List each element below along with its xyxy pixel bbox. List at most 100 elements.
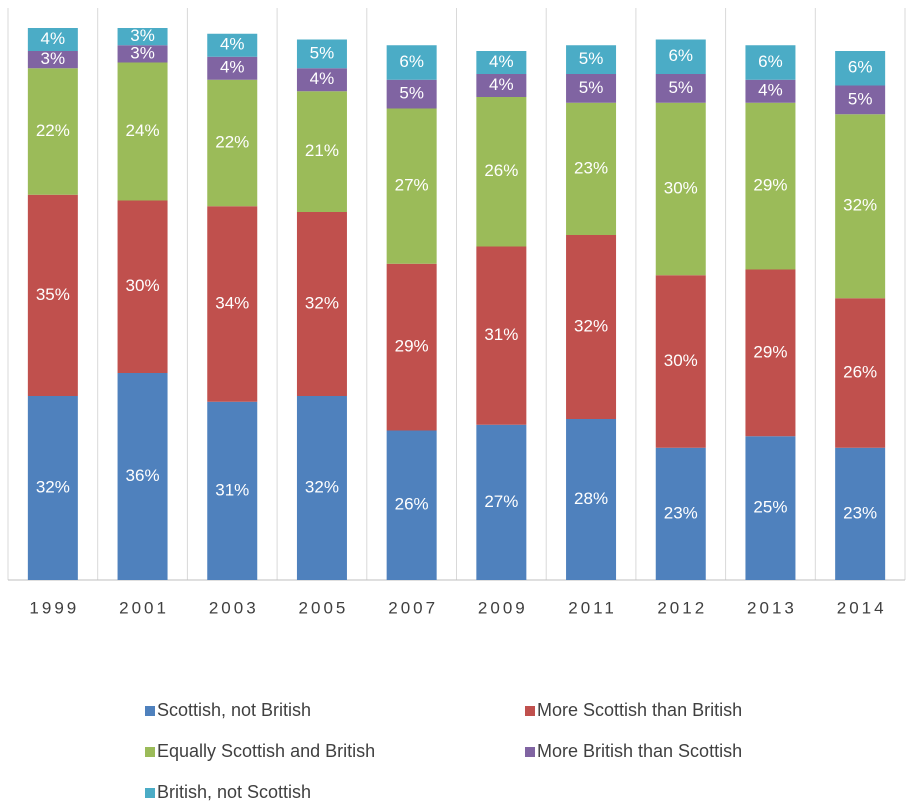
bar-segment (566, 102, 617, 235)
legend-swatch (145, 706, 155, 716)
bar-segment (745, 102, 796, 270)
legend-label: British, not Scottish (157, 782, 311, 802)
data-label: 32% (574, 316, 608, 335)
data-label: 32% (843, 196, 877, 215)
bar-segment (566, 74, 617, 103)
data-label: 22% (36, 121, 70, 140)
bar-segment (835, 298, 886, 448)
bar-segment (296, 212, 347, 396)
x-tick-label: 2013 (747, 598, 797, 617)
bar-segment (296, 39, 347, 69)
bar-segment (207, 206, 258, 402)
legend-swatch (145, 788, 155, 798)
data-label: 4% (489, 52, 514, 71)
legend-label: More Scottish than British (537, 700, 742, 720)
data-label: 30% (664, 351, 698, 370)
bar-segment (745, 79, 796, 103)
bar-segment (386, 45, 437, 80)
bar-segment (27, 51, 78, 69)
bar-segment (27, 396, 78, 580)
bar-segment (476, 51, 527, 74)
bar-segment (27, 68, 78, 195)
data-label: 28% (574, 489, 608, 508)
bar-segment (476, 424, 527, 580)
bar-segment (655, 39, 706, 74)
bar-segment (835, 447, 886, 580)
data-label: 5% (848, 89, 873, 108)
data-label: 6% (668, 46, 693, 65)
data-label: 23% (843, 503, 877, 522)
bar-segment (835, 114, 886, 299)
data-label: 34% (215, 293, 249, 312)
data-label: 26% (395, 495, 429, 514)
x-tick-label: 2005 (299, 598, 349, 617)
data-label: 23% (574, 158, 608, 177)
x-tick-label: 2009 (478, 598, 528, 617)
bar-segment (296, 68, 347, 92)
bar-segment (476, 246, 527, 425)
data-label: 5% (399, 84, 424, 103)
legend-swatch (525, 747, 535, 757)
bar-segment (296, 396, 347, 580)
bar-segment (117, 28, 168, 46)
bar-segment (207, 56, 258, 80)
bar-segment (476, 97, 527, 247)
bar-segment (296, 91, 347, 212)
data-label: 26% (484, 161, 518, 180)
data-label: 26% (843, 362, 877, 381)
bar-segment (566, 235, 617, 419)
legend-label: Equally Scottish and British (157, 741, 375, 761)
data-label: 6% (848, 58, 873, 77)
bar-segment (476, 74, 527, 97)
bar-segment (117, 200, 168, 373)
bar-segment (117, 62, 168, 201)
x-tick-label: 2014 (837, 598, 887, 617)
bar-segment (27, 194, 78, 396)
bar-segment (745, 269, 796, 437)
data-label: 3% (130, 43, 155, 62)
data-label: 29% (395, 337, 429, 356)
data-label: 27% (395, 176, 429, 195)
data-label: 23% (664, 503, 698, 522)
data-label: 31% (215, 480, 249, 499)
data-label: 5% (668, 78, 693, 97)
bar-segment (386, 430, 437, 580)
legend-swatch (145, 747, 155, 757)
bar-segment (745, 436, 796, 580)
data-label: 24% (126, 121, 160, 140)
x-tick-label: 2011 (568, 598, 617, 617)
data-label: 6% (758, 52, 783, 71)
bar-segment (386, 79, 437, 109)
data-label: 32% (305, 477, 339, 496)
bar-segment (835, 85, 886, 115)
data-label: 5% (310, 43, 335, 62)
data-label: 22% (215, 132, 249, 151)
data-label: 4% (41, 29, 66, 48)
bar-segment (566, 45, 617, 74)
x-tick-label: 2003 (209, 598, 259, 617)
bar-segment (655, 102, 706, 276)
bar-segment (117, 373, 168, 580)
data-label: 29% (753, 176, 787, 195)
bar-segment (386, 263, 437, 431)
bar-segment (835, 51, 886, 86)
data-label: 4% (489, 75, 514, 94)
bar-segment (566, 419, 617, 580)
bar-segment (207, 401, 258, 580)
data-label: 30% (664, 178, 698, 197)
data-label: 36% (126, 466, 160, 485)
bar-segment (386, 108, 437, 264)
legend-label: Scottish, not British (157, 700, 311, 720)
data-label: 5% (579, 78, 604, 97)
bar-segment (655, 447, 706, 580)
data-label: 5% (579, 49, 604, 68)
data-label: 4% (758, 81, 783, 100)
data-label: 21% (305, 141, 339, 160)
bar-segment (27, 28, 78, 51)
data-label: 32% (36, 477, 70, 496)
data-label: 3% (41, 49, 66, 68)
x-tick-label: 1999 (29, 598, 79, 617)
bar-segment (117, 45, 168, 63)
bar-segment (207, 33, 258, 57)
data-label: 3% (130, 26, 155, 45)
